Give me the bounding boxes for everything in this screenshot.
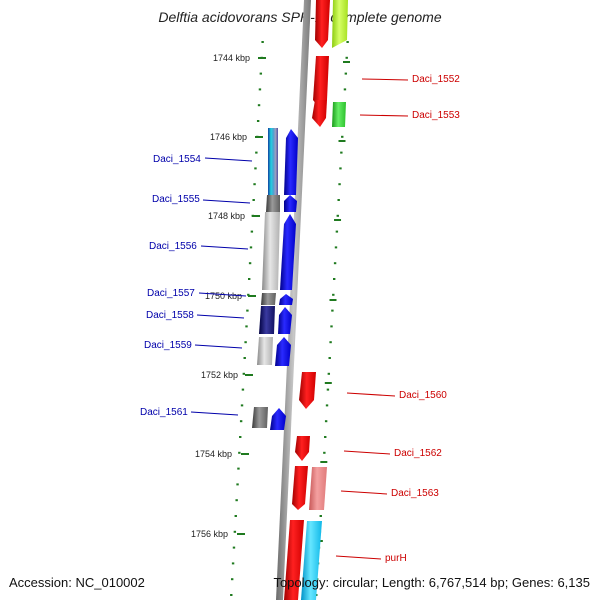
gene-label-connector <box>346 392 396 397</box>
gene-daci-1556[interactable]: Daci_1556 <box>149 212 296 290</box>
gene-label-connector <box>340 490 388 495</box>
gene-label-connector <box>335 555 382 560</box>
gene-label: Daci_1554 <box>153 154 201 165</box>
ruler-tick-label: 1750 kbp <box>205 291 242 301</box>
gene-daci-1560[interactable]: Daci_1560 <box>299 372 447 409</box>
gene-label-connector <box>202 199 251 204</box>
ruler-tick-label: 1752 kbp <box>201 370 238 380</box>
gene-label: Daci_1558 <box>146 310 194 321</box>
gene-label-connector <box>361 78 409 81</box>
gene-daci-1555[interactable]: Daci_1555 <box>152 194 297 212</box>
gene-daci-1553[interactable]: Daci_1553 <box>312 100 460 127</box>
gene-label: Daci_1559 <box>144 340 192 351</box>
gene-daci-1561[interactable]: Daci_1561 <box>140 407 286 430</box>
gene-label: Daci_1563 <box>391 488 439 499</box>
gene-label: Daci_1556 <box>149 241 197 252</box>
gene-daci-1557[interactable]: Daci_1557 <box>147 288 293 305</box>
ruler-tick-label: 1746 kbp <box>210 132 247 142</box>
gene-daci-1552[interactable]: Daci_1552 <box>313 56 460 110</box>
ruler-tick-label: 1748 kbp <box>208 211 245 221</box>
gene-daci-1554[interactable]: Daci_1554 <box>153 128 298 195</box>
gene-label-connector <box>200 245 249 250</box>
gene-label: Daci_1555 <box>152 194 200 205</box>
ruler-tick-label: 1756 kbp <box>191 529 228 539</box>
accession-label: Accession: NC_010002 <box>9 575 145 590</box>
genome-title: Delftia acidovorans SPH-1, complete geno… <box>158 9 442 25</box>
gene-label: Daci_1552 <box>412 74 460 85</box>
gene-label: Daci_1553 <box>412 110 460 121</box>
ruler: 1744 kbp 1746 kbp 1748 kbp 1750 kbp 1752… <box>191 53 266 539</box>
gene-daci-1562[interactable]: Daci_1562 <box>295 436 442 461</box>
topology-label: Topology: circular; Length: 6,767,514 bp… <box>273 575 590 590</box>
gene-purh[interactable]: purH <box>284 520 407 600</box>
gene-label-connector <box>194 344 243 349</box>
gene-daci-1563[interactable]: Daci_1563 <box>292 466 439 510</box>
gene-label: Daci_1562 <box>394 448 442 459</box>
gene-label-connector <box>343 450 391 455</box>
gene-label-connector <box>196 314 245 319</box>
gene-label: Daci_1557 <box>147 288 195 299</box>
gene-daci-1558[interactable]: Daci_1558 <box>146 306 292 334</box>
gene-label: purH <box>385 553 407 564</box>
gene-partial-top[interactable] <box>315 0 348 48</box>
ruler-rails <box>230 41 350 596</box>
gene-label: Daci_1560 <box>399 390 447 401</box>
gene-label-connector <box>190 411 239 416</box>
ruler-tick-label: 1744 kbp <box>213 53 250 63</box>
gene-label: Daci_1561 <box>140 407 188 418</box>
gene-label-connector <box>204 157 253 162</box>
gene-label-connector <box>198 292 247 297</box>
gene-label-connector <box>359 114 409 117</box>
gene-daci-1559[interactable]: Daci_1559 <box>144 337 291 366</box>
ruler-tick-label: 1754 kbp <box>195 449 232 459</box>
genome-backbone <box>276 0 311 600</box>
